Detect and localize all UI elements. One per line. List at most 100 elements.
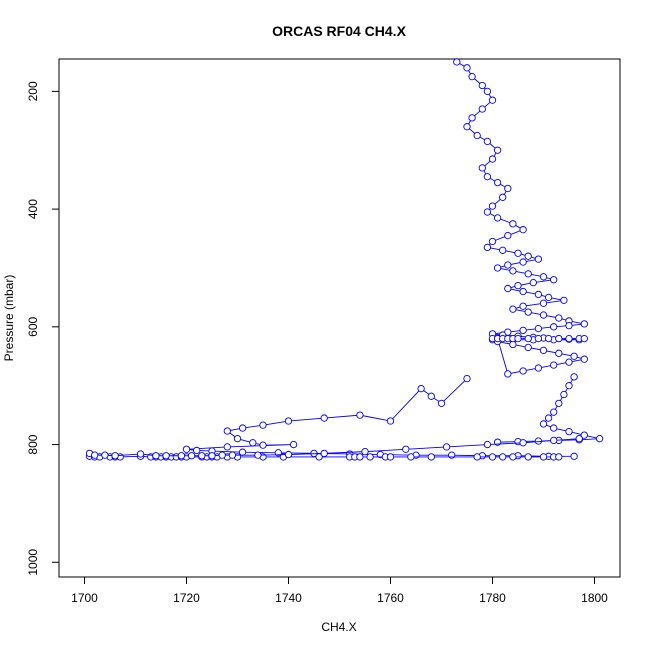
data-point xyxy=(504,261,512,269)
data-point xyxy=(539,311,548,319)
data-point xyxy=(386,417,395,425)
data-point xyxy=(534,290,543,299)
data-point xyxy=(524,308,532,316)
x-tick-label: 1740 xyxy=(275,591,302,605)
data-point xyxy=(570,452,578,460)
data-point xyxy=(320,449,328,458)
data-point xyxy=(595,435,604,443)
data-point xyxy=(152,452,160,460)
data-point xyxy=(478,81,486,90)
data-point xyxy=(182,445,191,453)
data-point xyxy=(386,453,395,461)
data-point xyxy=(218,451,226,459)
data-point xyxy=(519,287,527,296)
series-line xyxy=(186,378,575,457)
y-tick-label: 200 xyxy=(26,81,40,101)
data-point xyxy=(534,324,543,333)
data-point xyxy=(177,452,186,460)
data-point xyxy=(555,399,563,408)
data-point xyxy=(366,453,374,461)
data-point xyxy=(407,453,415,461)
data-point xyxy=(529,279,537,287)
data-point xyxy=(356,453,364,461)
data-point xyxy=(499,246,507,254)
data-point xyxy=(580,320,588,328)
data-point xyxy=(555,453,563,461)
data-point xyxy=(550,361,558,369)
data-point xyxy=(483,173,492,181)
data-point xyxy=(91,451,99,459)
data-point xyxy=(284,417,293,425)
data-point xyxy=(483,440,492,449)
data-point xyxy=(539,346,548,355)
data-point xyxy=(504,184,512,193)
data-point xyxy=(524,270,532,278)
data-point xyxy=(565,322,573,330)
data-point xyxy=(544,334,553,343)
data-point xyxy=(504,231,512,240)
data-point xyxy=(478,164,486,172)
data-point xyxy=(519,226,527,234)
data-point xyxy=(499,453,507,461)
data-point xyxy=(187,452,196,460)
data-point xyxy=(361,447,369,456)
data-point xyxy=(550,323,558,331)
x-axis-label: CH4.X xyxy=(321,620,356,634)
data-point xyxy=(580,355,588,363)
data-point xyxy=(488,453,497,461)
data-point xyxy=(509,453,517,461)
data-point xyxy=(509,267,517,275)
data-point xyxy=(478,105,486,113)
data-point xyxy=(193,446,201,455)
data-point xyxy=(524,453,532,461)
data-point xyxy=(539,299,548,307)
data-point xyxy=(509,220,517,228)
data-point xyxy=(570,373,578,381)
data-point xyxy=(550,276,558,284)
data-point xyxy=(249,439,257,447)
data-point xyxy=(483,243,492,252)
data-point xyxy=(162,452,170,460)
data-point xyxy=(550,436,558,445)
data-point xyxy=(504,284,512,293)
data-point xyxy=(488,202,497,210)
data-point xyxy=(223,443,231,451)
data-point xyxy=(417,384,425,393)
data-point xyxy=(534,255,543,263)
data-point xyxy=(580,431,588,439)
data-point xyxy=(534,334,543,343)
data-point xyxy=(493,264,502,272)
data-point xyxy=(565,427,573,436)
data-point xyxy=(514,281,522,290)
data-point xyxy=(198,452,206,460)
data-point xyxy=(524,252,532,260)
data-point xyxy=(539,420,548,428)
data-point xyxy=(453,58,461,66)
data-point xyxy=(437,399,446,408)
plot-frame xyxy=(58,58,621,578)
data-point xyxy=(101,451,109,459)
data-point xyxy=(284,450,293,459)
data-point xyxy=(534,364,543,372)
data-point xyxy=(483,87,492,96)
data-point xyxy=(539,273,548,281)
data-point xyxy=(463,123,471,131)
data-point xyxy=(555,349,563,357)
data-point xyxy=(468,73,476,81)
data-point xyxy=(238,448,247,456)
x-axis: 1700 1720 1740 1760 1780 1800 xyxy=(71,577,608,605)
y-tick-label: 800 xyxy=(26,434,40,454)
chart-title: ORCAS RF04 CH4.X xyxy=(272,23,406,39)
data-point xyxy=(499,193,507,201)
series-line xyxy=(456,61,585,375)
data-point xyxy=(442,443,451,451)
data-point xyxy=(509,305,517,313)
data-point xyxy=(136,450,145,458)
data-point xyxy=(233,435,242,443)
data-point xyxy=(544,293,553,302)
y-tick-label: 1000 xyxy=(26,549,40,576)
x-tick-label: 1780 xyxy=(479,591,506,605)
data-point xyxy=(514,249,522,257)
data-point xyxy=(488,237,497,246)
data-point xyxy=(223,427,231,435)
